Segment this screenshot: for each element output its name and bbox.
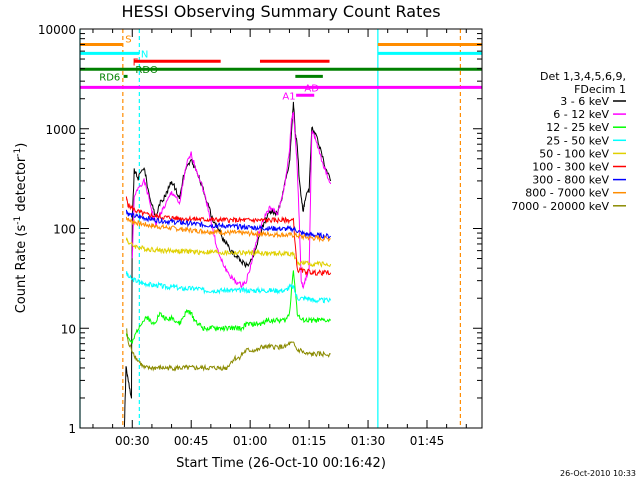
legend-label: 6 - 12 keV (553, 108, 609, 121)
y-tick-label: 10 (61, 322, 76, 336)
y-axis-label: Count Rate (s-1 detector-1) (13, 143, 29, 314)
legend-label: 100 - 300 keV (532, 161, 609, 174)
series-line-6-12-kev (131, 111, 332, 290)
flag-label-ad: AD (304, 83, 319, 94)
legend-label: 50 - 100 keV (539, 147, 609, 160)
x-tick-label: 01:45 (410, 434, 445, 448)
flag-label-a1: A1 (282, 92, 295, 103)
y-tick-label: 100 (53, 223, 76, 237)
x-tick-label: 01:00 (233, 434, 268, 448)
legend-label: 3 - 6 keV (560, 95, 609, 108)
series-line-300-800-kev (125, 209, 332, 240)
legend-label: 25 - 50 keV (546, 134, 609, 147)
flag-label-rd6: RD6 (99, 72, 120, 83)
series-line-800-7000-kev (125, 216, 331, 243)
legend-label: 12 - 25 keV (546, 121, 609, 134)
flag-label-s: S (125, 35, 131, 46)
footer-timestamp: 26-Oct-2010 10:33 (560, 469, 636, 478)
x-tick-label: 00:45 (174, 434, 209, 448)
legend-label: 300 - 800 keV (532, 174, 609, 187)
x-tick-label: 00:30 (115, 434, 150, 448)
x-tick-label: 01:30 (351, 434, 386, 448)
x-axis-label: Start Time (26-Oct-10 00:16:42) (176, 456, 386, 471)
flag-label-f: F (133, 58, 139, 69)
flag-label-n: N (141, 49, 148, 60)
y-axis: 1 10 100 1000 10000 (38, 23, 482, 436)
series-line-7000-20000-kev (126, 328, 331, 372)
y-tick-label: 10000 (38, 23, 76, 37)
legend-header: FDecim 1 (574, 83, 626, 96)
y-tick-label: 1 (68, 422, 76, 436)
legend-header: Det 1,3,4,5,6,9, (540, 70, 626, 83)
legend-label: 7000 - 20000 keV (511, 200, 609, 213)
series-line-50-100-kev (125, 237, 332, 268)
x-axis: 00:30 00:45 01:00 01:15 01:30 01:45 (92, 29, 467, 448)
flag-label-rdo: RDO (135, 65, 158, 76)
legend-label: 800 - 7000 keV (525, 187, 609, 200)
chart-title: HESSI Observing Summary Count Rates (121, 2, 440, 21)
y-tick-label: 1000 (45, 123, 76, 137)
series-line-25-50-kev (125, 271, 332, 304)
series-line-12-25-kev (125, 270, 332, 344)
x-tick-label: 01:15 (292, 434, 327, 448)
